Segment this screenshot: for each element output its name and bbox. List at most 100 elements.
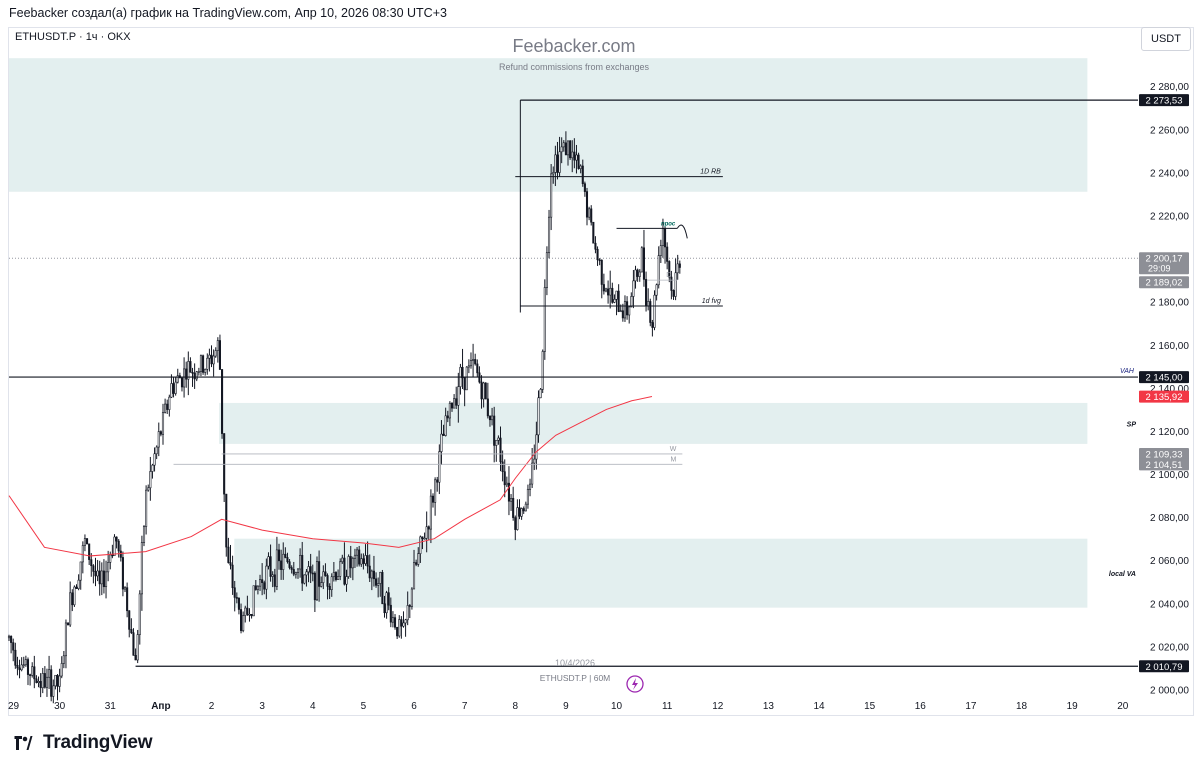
candle-body [206,357,209,370]
sp-zone[interactable] [219,402,1088,444]
candle-body [372,570,375,580]
candle-body [337,576,340,580]
price-tag[interactable] [1139,276,1189,289]
npoc-arrow [676,224,688,239]
candle-body [423,537,426,540]
candle-body [596,248,599,261]
candle-body [265,565,268,590]
candle-body [229,562,232,566]
candle-body [250,613,253,617]
candle-body [128,610,131,630]
candle-body [90,559,93,567]
candle-body [594,242,597,250]
candle-body [261,579,264,583]
currency-button[interactable]: USDT [1141,27,1191,51]
price-tag[interactable] [1139,390,1189,403]
candle-body [263,582,266,590]
candle-body [277,549,281,562]
price-tag[interactable] [1139,252,1189,275]
price-tag[interactable] [1139,458,1189,471]
candle-body [123,587,127,590]
vah-line-price-tag-text: 2 145,00 [1146,373,1183,384]
candle-body [524,503,527,512]
candle-body [157,431,160,448]
candle-body [670,276,673,291]
x-tick-label: 18 [1016,701,1028,712]
candle-body [442,433,445,436]
candle-body [647,301,650,307]
candle-body [529,483,532,490]
tradingview-logo[interactable]: TradingView [10,732,153,754]
candle-body [242,615,245,631]
candle-body [600,259,603,285]
candle-body [550,173,553,218]
candle-body [398,619,401,637]
candle-body [315,561,319,601]
vah-line-price-tag[interactable] [1139,371,1189,384]
y-tick-label: 2 280,00 [1150,82,1189,93]
low-line-price-tag[interactable] [1139,660,1189,673]
candle-body [571,151,574,159]
x-tick-label: 15 [864,701,876,712]
candle-body [375,578,378,586]
candle-body [311,572,314,575]
symbol-line[interactable]: ETHUSDT.P · 1ч · OKX [15,31,131,43]
candle-body [556,154,559,173]
candle-body [491,415,494,421]
candle-body [661,228,664,246]
candle-body [187,361,190,380]
candle-body [320,582,323,587]
moving-average-line[interactable] [8,395,653,557]
candle-body [495,440,498,446]
y-tick-label: 2 120,00 [1150,427,1189,438]
x-tick-label: 19 [1067,701,1079,712]
candle-body [138,593,141,635]
candle-body [516,507,519,530]
header-caption: Feebacker создал(а) график на TradingVie… [9,6,447,20]
price-tag-text: 2 109,33 [1146,449,1183,460]
candle-body [218,340,221,370]
candle-body [284,553,287,558]
price-tag-text: 2 135,92 [1146,392,1183,403]
candle-body [431,495,435,503]
candle-body [130,629,133,634]
x-tick-label: 10 [611,701,623,712]
candle-body [121,557,124,590]
candle-body [149,471,152,489]
candle-body [43,673,46,688]
x-tick-label: 31 [105,701,117,712]
candle-body [583,183,586,192]
candle-body [168,396,171,410]
candle-body [195,371,198,380]
low-line-price-tag-text: 2 010,79 [1146,662,1183,673]
replay-icon[interactable] [626,675,644,693]
candle-body [448,402,451,419]
price-tag[interactable] [1139,447,1189,460]
chart-frame [8,27,1194,716]
candle-body [67,622,70,626]
candle-body [7,635,11,639]
high-line-price-tag[interactable] [1139,94,1189,107]
candle-body [159,431,162,435]
local-va-zone[interactable] [234,538,1088,608]
candle-body [12,642,15,651]
candle-body [227,546,230,563]
candle-body [604,288,608,292]
candle-body [119,550,122,558]
supply-zone[interactable] [9,58,1088,192]
candle-body [611,287,614,303]
candle-body [56,674,59,687]
candle-body [147,487,150,491]
tradingview-mark-icon [14,736,33,750]
candle-body [575,154,578,161]
price-tag-text: 2 189,02 [1146,278,1183,289]
candle-body [20,664,23,671]
candle-body [634,269,637,282]
candle-body [339,561,342,577]
candle-body [541,351,544,390]
candle-body [440,433,443,452]
x-tick-label: 20 [1117,701,1129,712]
candle-body [480,381,483,400]
x-tick-label: 9 [563,701,569,712]
